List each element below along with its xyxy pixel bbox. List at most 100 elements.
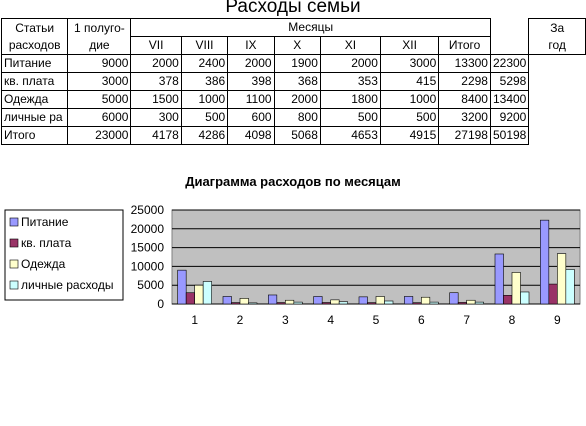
y-tick-label: 0 [157, 297, 164, 311]
month-cell: 1100 [227, 90, 275, 109]
month-cell: 8400 [438, 90, 491, 109]
bar-2-5 [367, 302, 377, 305]
month-cell: 353 [319, 72, 381, 91]
table-row: Питание 9000 2000 2400 2000 1900 2000 3000 13300… [0, 54, 586, 73]
legend-swatch [9, 238, 19, 248]
month-header-2: IX [227, 36, 275, 55]
month-cell: 2000 [227, 54, 275, 73]
bar-3-6 [421, 296, 431, 305]
bar-4-7 [474, 301, 484, 305]
month-cell: 2298 [438, 72, 491, 91]
y-tick-label: 15000 [131, 241, 165, 255]
bar-4-4 [338, 301, 348, 305]
bar-3-8 [511, 272, 521, 305]
month-cell: 5068 [273, 126, 321, 145]
month-cell: 2000 [273, 90, 321, 109]
bar-1-6 [404, 296, 414, 305]
bar-4-5 [384, 300, 394, 305]
x-tick-label: 6 [418, 313, 425, 327]
month-cell: 4098 [227, 126, 275, 145]
table-row: Итого 23000 4178 4286 4098 5068 4653 4915 27198 5… [0, 126, 586, 145]
month-cell: 1000 [180, 90, 229, 109]
bar-1-2 [222, 296, 232, 305]
x-tick-label: 3 [282, 313, 289, 327]
x-tick-label: 8 [509, 313, 516, 327]
month-cell: 4286 [180, 126, 229, 145]
header-articles: Статьи расходов [0, 18, 69, 55]
legend-swatch [9, 217, 19, 227]
half-year-cell: 9000 [67, 54, 132, 73]
table-header-row: Статьи расходов 1 полуго- дие Месяцы За … [0, 18, 586, 55]
bar-4-8 [520, 291, 530, 305]
month-header-4: XI [319, 36, 381, 55]
bar-3-2 [239, 298, 249, 305]
bar-2-4 [321, 302, 331, 305]
month-cell: 3200 [438, 108, 491, 127]
table-row: кв. плата 3000 378 386 398 368 353 415 2298 5298 [0, 72, 586, 91]
bar-1-3 [268, 294, 278, 305]
month-cell: 1000 [379, 90, 440, 109]
header-articles-line2: расходов [8, 37, 61, 52]
legend-label: кв. плата [21, 236, 72, 250]
bar-3-3 [285, 299, 295, 305]
half-year-cell: 5000 [67, 90, 132, 109]
month-cell: 27198 [438, 126, 491, 145]
month-cell: 500 [379, 108, 440, 127]
header-half-line2: дие [89, 37, 110, 52]
year-cell: 22300 [489, 54, 530, 73]
y-tick-label: 20000 [131, 222, 165, 236]
header-half-line1: 1 полуго- [74, 20, 125, 35]
legend-label: Питание [21, 215, 69, 229]
year-cell: 50198 [489, 126, 530, 145]
header-year: За год [528, 18, 586, 55]
header-half-year: 1 полуго- дие [67, 18, 132, 55]
bar-2-6 [412, 302, 422, 305]
month-cell: 4178 [130, 126, 182, 145]
month-cell: 3000 [379, 54, 440, 73]
half-year-cell: 23000 [67, 126, 132, 145]
month-cell: 13300 [438, 54, 491, 73]
bar-1-1 [177, 269, 187, 305]
bar-3-7 [466, 299, 476, 305]
table-row: личные ра 6000 300 500 600 800 500 500 3200 9200 [0, 108, 586, 127]
year-cell: 13400 [489, 90, 530, 109]
bar-1-9 [540, 219, 550, 305]
bar-1-4 [313, 296, 323, 305]
bar-3-1 [194, 284, 204, 305]
bar-2-9 [548, 283, 558, 305]
month-header-1: VIII [180, 36, 229, 55]
x-tick-label: 4 [327, 313, 334, 327]
page-title: Расходы семьи [225, 0, 361, 17]
month-cell: 500 [319, 108, 381, 127]
bar-1-5 [358, 296, 368, 305]
y-axis: 0 5000 10000 15000 20000 25000 [131, 203, 165, 311]
bar-2-7 [457, 302, 467, 305]
y-tick-label: 5000 [137, 278, 164, 292]
bar-4-1 [202, 281, 212, 305]
month-cell: 600 [227, 108, 275, 127]
row-label: Питание [0, 54, 69, 73]
x-tick-label: 9 [554, 313, 561, 327]
header-articles-line1: Статьи [15, 20, 55, 35]
month-cell: 1800 [319, 90, 381, 109]
legend-label: личные расходы [21, 278, 113, 292]
x-axis: 1 2 3 4 5 6 7 8 9 [191, 313, 561, 327]
month-cell: 415 [379, 72, 440, 91]
row-label: Одежда [0, 90, 69, 109]
table-gap [490, 19, 528, 55]
x-tick-label: 2 [237, 313, 244, 327]
month-header-0: VII [130, 36, 182, 55]
expenses-table: Статьи расходов 1 полуго- дие Месяцы За … [0, 18, 586, 145]
x-tick-label: 7 [463, 313, 470, 327]
month-header-5: XII [379, 36, 440, 55]
bar-4-6 [429, 301, 439, 305]
legend-swatch [9, 280, 19, 290]
month-cell: 2000 [130, 54, 182, 73]
row-label: личные ра [0, 108, 69, 127]
x-tick-label: 1 [191, 313, 198, 327]
y-tick-label: 10000 [131, 259, 165, 273]
bar-2-2 [231, 302, 241, 305]
legend-box [4, 209, 124, 301]
chart-legend: Питание кв. плата Одежда личные расходы [4, 209, 124, 301]
bar-3-9 [557, 253, 567, 305]
